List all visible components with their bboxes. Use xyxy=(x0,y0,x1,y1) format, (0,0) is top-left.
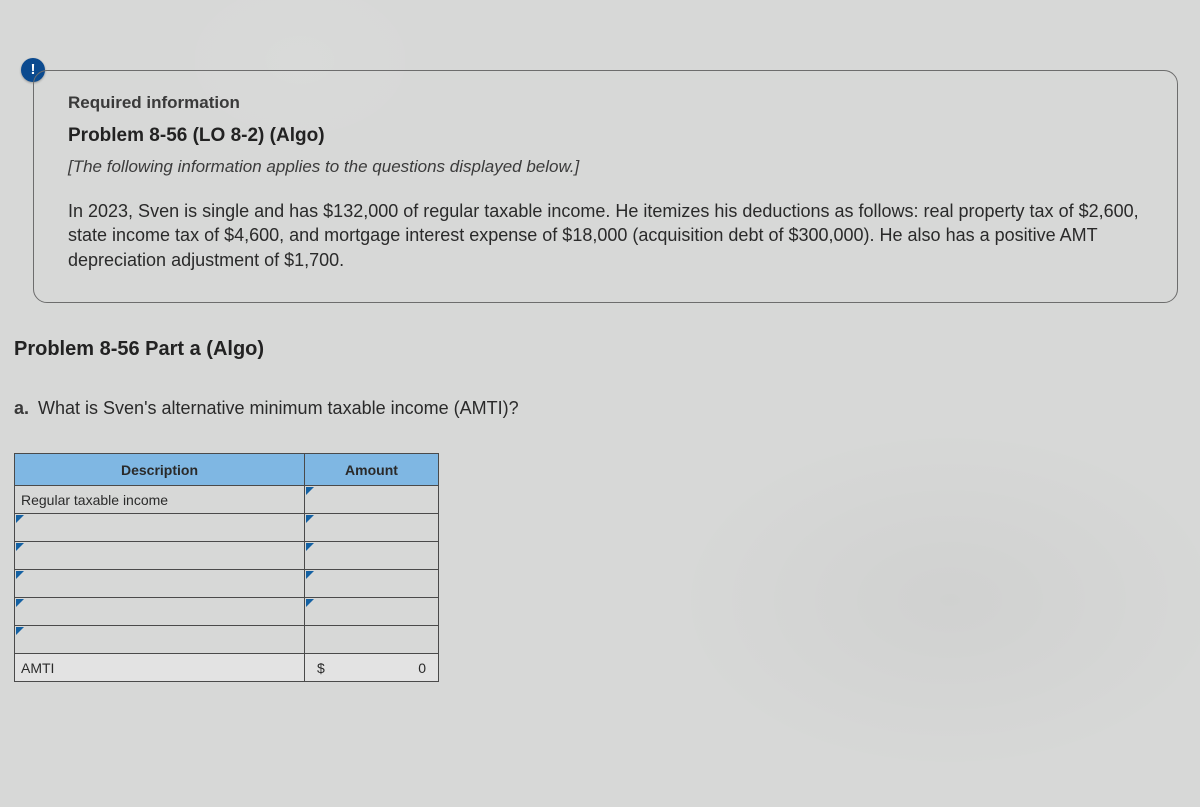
amount-cell[interactable] xyxy=(305,570,439,598)
table-row xyxy=(15,598,439,626)
required-information-panel: Required information Problem 8-56 (LO 8-… xyxy=(33,70,1178,303)
amount-cell[interactable] xyxy=(305,598,439,626)
amount-cell[interactable] xyxy=(305,626,439,654)
column-header-description: Description xyxy=(15,454,305,486)
problem-body-text: In 2023, Sven is single and has $132,000… xyxy=(68,199,1143,272)
description-cell[interactable] xyxy=(15,514,305,542)
table-row xyxy=(15,542,439,570)
table-row xyxy=(15,570,439,598)
table-header-row: Description Amount xyxy=(15,454,439,486)
table-row xyxy=(15,514,439,542)
table-row: Regular taxable income xyxy=(15,486,439,514)
footer-amount-cell: $ 0 xyxy=(305,654,439,682)
footer-label-cell: AMTI xyxy=(15,654,305,682)
amount-cell[interactable] xyxy=(305,514,439,542)
column-header-amount: Amount xyxy=(305,454,439,486)
amti-table: Description Amount Regular taxable incom… xyxy=(14,453,439,682)
question-line: a. What is Sven's alternative minimum ta… xyxy=(14,398,519,419)
part-heading: Problem 8-56 Part a (Algo) xyxy=(14,338,264,361)
footer-value: 0 xyxy=(418,660,426,676)
description-cell[interactable]: Regular taxable income xyxy=(15,486,305,514)
amount-cell[interactable] xyxy=(305,542,439,570)
question-label: a. xyxy=(14,398,29,418)
description-cell[interactable] xyxy=(15,598,305,626)
description-cell[interactable] xyxy=(15,626,305,654)
table-row xyxy=(15,626,439,654)
description-cell[interactable] xyxy=(15,570,305,598)
footer-currency: $ xyxy=(317,660,325,676)
table-footer-row: AMTI $ 0 xyxy=(15,654,439,682)
question-text: What is Sven's alternative minimum taxab… xyxy=(38,398,519,418)
problem-heading: Problem 8-56 (LO 8-2) (Algo) xyxy=(68,125,1143,147)
required-information-heading: Required information xyxy=(68,93,1143,113)
amount-cell[interactable] xyxy=(305,486,439,514)
description-cell[interactable] xyxy=(15,542,305,570)
applies-note: [The following information applies to th… xyxy=(68,157,1143,177)
